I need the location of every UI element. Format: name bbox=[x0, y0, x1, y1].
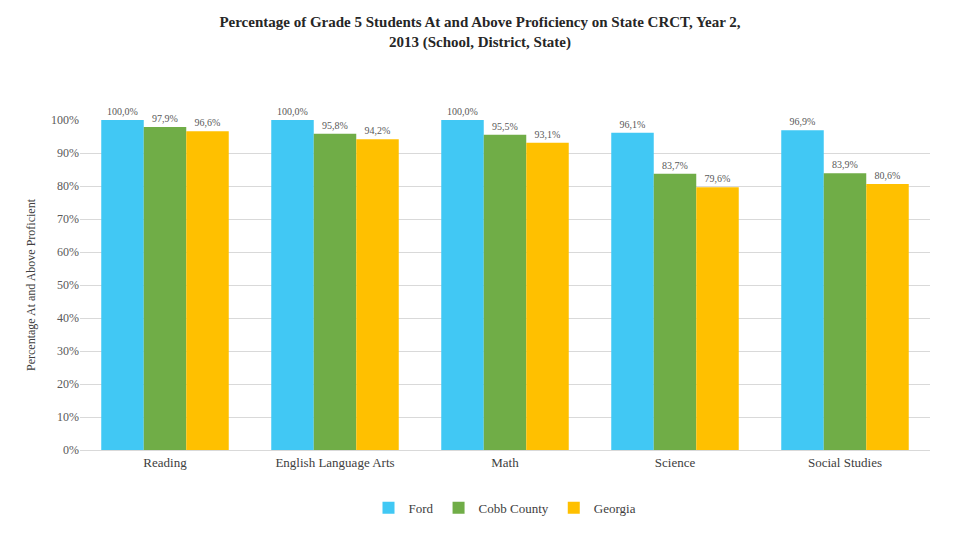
svg-text:Percentage At and Above Profic: Percentage At and Above Proficient bbox=[24, 198, 38, 371]
svg-text:Percentage of Grade 5 Students: Percentage of Grade 5 Students At and Ab… bbox=[219, 14, 740, 51]
svg-text:96,9%: 96,9% bbox=[790, 116, 816, 127]
svg-text:100,0%: 100,0% bbox=[107, 106, 138, 117]
svg-text:10%: 10% bbox=[57, 410, 79, 424]
svg-text:Math: Math bbox=[491, 455, 519, 470]
svg-text:Social Studies: Social Studies bbox=[808, 455, 882, 470]
svg-text:90%: 90% bbox=[57, 146, 79, 160]
svg-text:English Language Arts: English Language Arts bbox=[275, 455, 394, 470]
svg-text:79,6%: 79,6% bbox=[705, 173, 731, 184]
svg-text:20%: 20% bbox=[57, 377, 79, 391]
svg-text:Ford: Ford bbox=[409, 501, 434, 516]
svg-text:97,9%: 97,9% bbox=[152, 113, 178, 124]
svg-text:100,0%: 100,0% bbox=[277, 106, 308, 117]
svg-text:83,9%: 83,9% bbox=[832, 159, 858, 170]
svg-text:Cobb County: Cobb County bbox=[479, 501, 549, 516]
svg-text:83,7%: 83,7% bbox=[662, 160, 688, 171]
svg-text:80,6%: 80,6% bbox=[875, 170, 901, 181]
svg-text:96,1%: 96,1% bbox=[620, 119, 646, 130]
svg-text:60%: 60% bbox=[57, 245, 79, 259]
svg-text:Science: Science bbox=[655, 455, 696, 470]
svg-text:Georgia: Georgia bbox=[594, 501, 636, 516]
svg-text:93,1%: 93,1% bbox=[535, 129, 561, 140]
svg-text:70%: 70% bbox=[57, 212, 79, 226]
svg-text:94,2%: 94,2% bbox=[365, 125, 391, 136]
svg-text:40%: 40% bbox=[57, 311, 79, 325]
svg-text:0%: 0% bbox=[63, 443, 79, 457]
svg-text:96,6%: 96,6% bbox=[195, 117, 221, 128]
svg-text:80%: 80% bbox=[57, 179, 79, 193]
svg-text:100%: 100% bbox=[51, 113, 79, 127]
svg-text:Reading: Reading bbox=[143, 455, 187, 470]
svg-text:95,5%: 95,5% bbox=[492, 121, 518, 132]
svg-text:50%: 50% bbox=[57, 278, 79, 292]
svg-text:30%: 30% bbox=[57, 344, 79, 358]
svg-text:100,0%: 100,0% bbox=[447, 106, 478, 117]
svg-text:95,8%: 95,8% bbox=[322, 120, 348, 131]
